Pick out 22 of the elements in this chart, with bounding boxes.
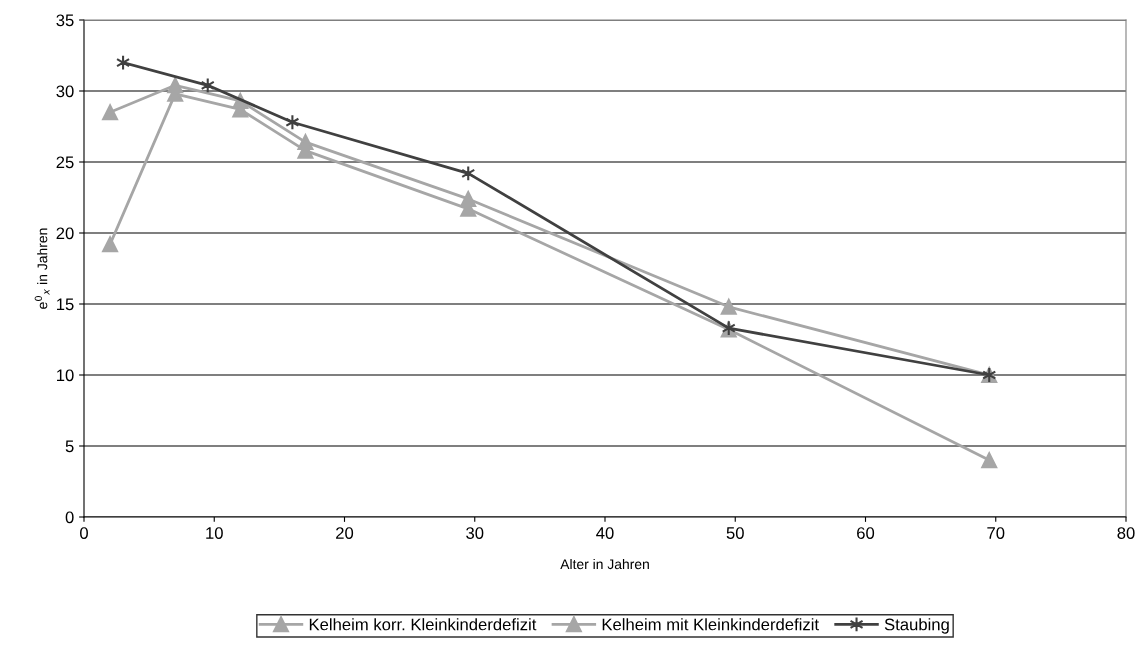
x-tick-label: 60 — [857, 527, 875, 539]
y-tick-label: 15 — [57, 298, 74, 311]
x-tick-label: 50 — [726, 527, 744, 539]
y-tick-label: 25 — [56, 156, 74, 169]
x-tick-label: 0 — [80, 527, 88, 539]
x-tick-label: 30 — [466, 527, 484, 539]
legend-label: Kelheim mit Kleinkinderdefizit — [602, 618, 819, 631]
x-tick-label: 40 — [596, 527, 614, 539]
x-tick-label: 70 — [987, 527, 1005, 539]
legend-label: Staubing — [884, 618, 949, 634]
x-tick-label: 10 — [206, 527, 223, 539]
y-tick-label: 5 — [65, 440, 74, 453]
y-axis-title: e$^{0}$$_{x}$ in Jahren — [34, 228, 50, 309]
y-tick-label: 20 — [56, 227, 74, 240]
x-tick-label: 20 — [336, 527, 354, 539]
y-tick-label: 0 — [65, 511, 74, 524]
y-tick-label: 30 — [56, 85, 74, 98]
y-tick-label: 10 — [57, 369, 74, 382]
x-axis-title: Alter in Jahren — [560, 558, 649, 570]
legend-label: Kelheim korr. Kleinkinderdefizit — [309, 618, 537, 631]
x-tick-label: 80 — [1117, 527, 1135, 539]
y-tick-label: 35 — [56, 14, 74, 27]
